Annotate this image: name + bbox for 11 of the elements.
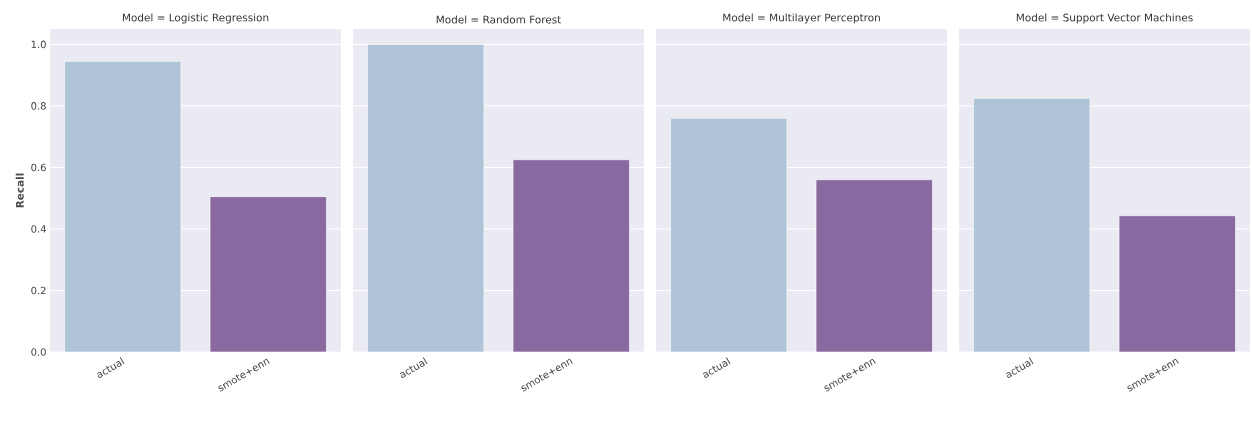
chart-title: Model = Random Forest: [436, 15, 562, 24]
y-tick-label: 1.0: [31, 40, 46, 49]
y-tick-label: 0.8: [31, 102, 46, 110]
y-tick-label: 0.0: [31, 348, 46, 356]
y-tick-label: 0.2: [31, 286, 46, 295]
y-tick-label: 0.4: [31, 225, 46, 233]
chart-title: Model = Support Vector Machines: [1016, 13, 1193, 24]
y-tick-label: 0.6: [31, 163, 46, 172]
chart-title: Model = Logistic Regression: [122, 13, 269, 24]
y-axis-title: Recall: [15, 173, 24, 208]
chart-title: Model = Multilayer Perceptron: [723, 13, 880, 24]
